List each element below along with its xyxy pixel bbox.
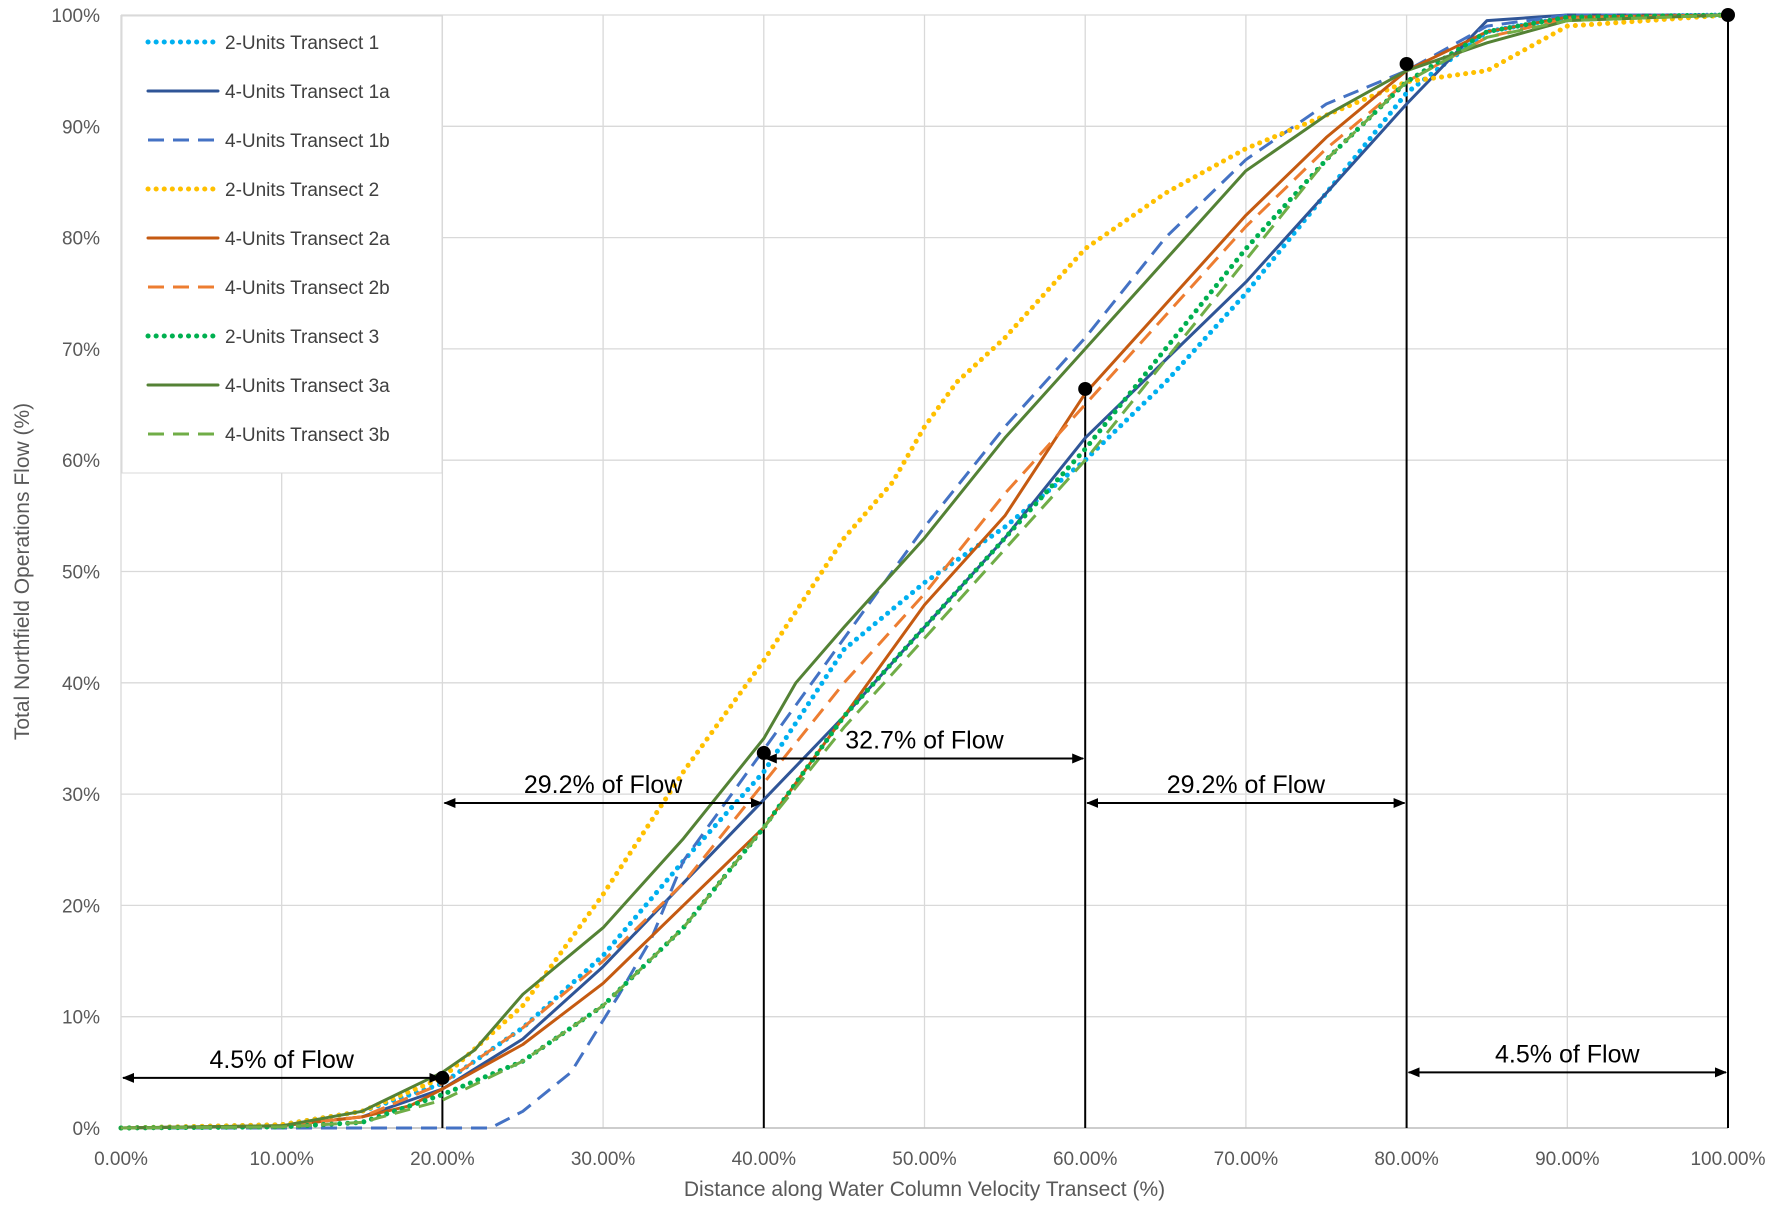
x-tick-label: 0.00% [94,1149,148,1170]
y-tick-label: 90% [62,117,100,138]
legend-label: 2-Units Transect 2 [225,180,379,201]
flow-annotations: 4.5% of Flow 29.2% of Flow 32.7% of Flow 29… [122,726,1727,1083]
legend-label: 2-Units Transect 1 [225,33,379,54]
y-tick-label: 20% [62,896,100,917]
legend-label: 4-Units Transect 2a [225,229,390,250]
breakpoint-markers [435,8,1735,1085]
y-tick-label: 40% [62,674,100,695]
legend-label: 4-Units Transect 1b [225,131,390,152]
breakpoint-marker [435,1070,450,1085]
series-line [121,13,1728,1130]
y-tick-label: 70% [62,340,100,361]
series-line [118,12,1731,1131]
flow-annotation-label: 4.5% of Flow [1495,1040,1640,1068]
flow-annotation-label: 29.2% of Flow [524,771,683,799]
x-tick-label: 50.00% [892,1149,957,1170]
x-tick-label: 100.00% [1690,1149,1765,1170]
y-tick-label: 0% [73,1119,101,1140]
y-tick-label: 80% [62,229,100,250]
breakpoint-marker [1399,56,1414,71]
flow-annotation-label: 4.5% of Flow [209,1046,354,1074]
x-tick-label: 90.00% [1535,1149,1600,1170]
legend-label: 4-Units Transect 3b [225,425,390,446]
series-line [119,13,1730,1130]
legend-label: 4-Units Transect 1a [225,82,390,103]
legend-label: 4-Units Transect 3a [225,376,390,397]
breakpoint-marker [1078,381,1093,396]
legend: 2-Units Transect 1 4-Units Transect 1a 4-U… [121,15,443,474]
flow-annotation-label: 29.2% of Flow [1167,771,1326,799]
x-tick-label: 30.00% [571,1149,636,1170]
y-tick-label: 10% [62,1008,100,1029]
series-lines [118,12,1731,1131]
breakpoint-marker [756,745,771,760]
flow-annotation-label: 32.7% of Flow [845,726,1004,754]
legend-label: 4-Units Transect 2b [225,278,390,299]
x-tick-label: 10.00% [249,1149,314,1170]
breakpoint-marker [1721,8,1735,22]
legend-label: 2-Units Transect 3 [225,327,379,348]
series-line [118,12,1731,1131]
x-axis-tick-labels: 0.00% 10.00% 20.00% 30.00% 40.00% 50.00% 60.00… [94,1149,1766,1170]
y-axis-title: Total Northfield Operations Flow (%) [11,403,34,740]
section-divider-lines [441,15,1729,1128]
y-axis-tick-labels: 0% 10% 20% 30% 40% 50% 60% 70% 80% 90% 100% [51,6,100,1140]
x-tick-label: 40.00% [732,1149,797,1170]
x-tick-label: 60.00% [1053,1149,1118,1170]
y-tick-label: 100% [51,6,100,27]
y-tick-label: 30% [62,785,100,806]
series-line [120,13,1729,1130]
y-tick-label: 60% [62,451,100,472]
x-tick-label: 20.00% [410,1149,475,1170]
y-tick-label: 50% [62,563,100,584]
x-tick-label: 70.00% [1214,1149,1279,1170]
x-tick-label: 80.00% [1374,1149,1439,1170]
x-axis-title: Distance along Water Column Velocity Tra… [684,1178,1165,1201]
